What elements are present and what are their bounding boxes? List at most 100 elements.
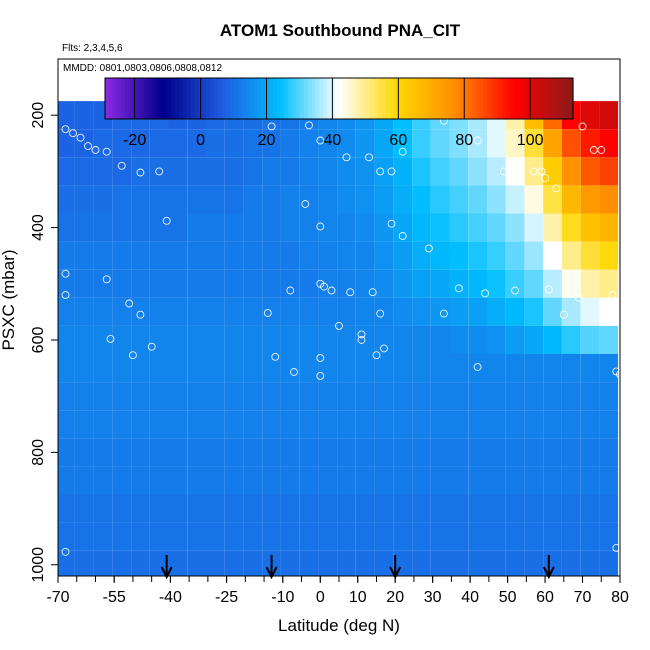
observation-point bbox=[316, 136, 325, 145]
colorbar-segment bbox=[557, 78, 562, 119]
colorbar-segment bbox=[350, 78, 356, 119]
heatmap-cell bbox=[280, 466, 300, 495]
heatmap-cell bbox=[93, 494, 113, 523]
colorbar-segment bbox=[366, 78, 371, 119]
observation-point bbox=[91, 146, 100, 154]
x-tick-label: -55 bbox=[103, 589, 126, 606]
y-tick-label: 400 bbox=[30, 214, 47, 241]
heatmap-cell bbox=[58, 185, 75, 214]
heatmap-cell bbox=[337, 325, 356, 354]
heatmap-cell bbox=[224, 269, 244, 298]
heatmap-cell bbox=[224, 129, 244, 158]
colorbar-segment bbox=[128, 78, 133, 119]
heatmap-cell bbox=[505, 129, 525, 158]
heatmap-cell bbox=[543, 269, 562, 298]
heatmap-cell bbox=[487, 213, 506, 242]
colorbar-segment bbox=[428, 78, 434, 119]
heatmap-cell bbox=[505, 241, 525, 270]
observation-point bbox=[267, 122, 276, 131]
heatmap-cell bbox=[112, 213, 131, 242]
heatmap-cell bbox=[505, 438, 525, 467]
heatmap-cell bbox=[187, 438, 206, 467]
heatmap-cell bbox=[599, 129, 619, 158]
heatmap-cell bbox=[149, 522, 169, 551]
colorbar-segment bbox=[518, 78, 523, 119]
heatmap-cell bbox=[112, 157, 131, 186]
colorbar-tick-label: 60 bbox=[389, 132, 407, 149]
observation-point bbox=[106, 334, 115, 343]
colorbar-segment bbox=[288, 78, 293, 119]
heatmap-cell bbox=[149, 297, 169, 326]
heatmap-cell bbox=[93, 241, 113, 270]
heatmap-cell bbox=[187, 241, 206, 270]
heatmap-cell bbox=[337, 297, 356, 326]
heatmap-cell bbox=[243, 382, 263, 411]
heatmap-cell bbox=[487, 550, 506, 576]
heatmap-cell bbox=[74, 466, 94, 495]
heatmap-cell bbox=[206, 466, 225, 495]
heatmap-cell bbox=[524, 129, 544, 158]
heatmap-cell bbox=[374, 550, 394, 576]
heatmap-cell bbox=[561, 157, 581, 186]
heatmap-cell bbox=[187, 466, 206, 495]
heatmap-cell bbox=[561, 129, 581, 158]
heatmap-cell bbox=[355, 157, 375, 186]
heatmap-cell bbox=[430, 241, 450, 270]
heatmap-cell bbox=[505, 382, 525, 411]
heatmap-cell bbox=[131, 129, 150, 158]
observation-point bbox=[589, 146, 598, 154]
heatmap-cell bbox=[524, 466, 544, 495]
heatmap-cell bbox=[599, 101, 619, 130]
heatmap-cell bbox=[393, 325, 412, 354]
heatmap-cell bbox=[599, 550, 619, 576]
heatmap-cell bbox=[543, 438, 562, 467]
heatmap-cell bbox=[131, 466, 150, 495]
heatmap-cell bbox=[187, 494, 206, 523]
heatmap-cell bbox=[543, 494, 562, 523]
colorbar-segment bbox=[284, 78, 289, 119]
heatmap-cell bbox=[505, 213, 525, 242]
heatmap-cell bbox=[58, 438, 75, 467]
colorbar-segment bbox=[565, 78, 570, 119]
heatmap-cell bbox=[131, 410, 150, 439]
colorbar-segment bbox=[264, 78, 270, 119]
heatmap-cell bbox=[224, 325, 244, 354]
heatmap-cell bbox=[58, 269, 75, 298]
heatmap-cell bbox=[149, 438, 169, 467]
colorbar-segment bbox=[569, 78, 574, 119]
heatmap-cell bbox=[299, 494, 319, 523]
observation-point bbox=[286, 286, 295, 295]
heatmap-cell bbox=[580, 550, 600, 576]
heatmap-cell bbox=[74, 410, 94, 439]
colorbar bbox=[104, 77, 574, 120]
heatmap-cell bbox=[112, 325, 131, 354]
y-tick-label: 1000 bbox=[30, 547, 47, 583]
heatmap-cell bbox=[449, 297, 469, 326]
heatmap-cell bbox=[168, 410, 188, 439]
heatmap-cell bbox=[374, 213, 394, 242]
observation-point bbox=[597, 146, 606, 154]
colorbar-segment bbox=[510, 78, 516, 119]
heatmap-cell bbox=[599, 213, 619, 242]
heatmap-cell bbox=[131, 494, 150, 523]
colorbar-segment bbox=[186, 78, 192, 119]
heatmap-cell bbox=[131, 522, 150, 551]
heatmap-cell bbox=[93, 550, 113, 576]
heatmap-cell bbox=[449, 325, 469, 354]
heatmap-cell bbox=[318, 438, 338, 467]
heatmap-cell bbox=[580, 129, 600, 158]
observation-point bbox=[529, 167, 538, 176]
colorbar-segment bbox=[233, 78, 239, 119]
heatmap-cell bbox=[449, 241, 469, 270]
heatmap-cell bbox=[524, 550, 544, 576]
heatmap-cell bbox=[206, 157, 225, 186]
heatmap-cell bbox=[318, 494, 338, 523]
heatmap-cell bbox=[599, 157, 619, 186]
profile-arrow-head bbox=[265, 566, 278, 580]
colorbar-segment bbox=[307, 78, 313, 119]
heatmap-cell bbox=[412, 494, 431, 523]
heatmap-cell bbox=[468, 325, 487, 354]
x-tick-label: 50 bbox=[499, 589, 517, 606]
observation-point bbox=[481, 289, 490, 298]
heatmap-cell bbox=[280, 354, 300, 383]
